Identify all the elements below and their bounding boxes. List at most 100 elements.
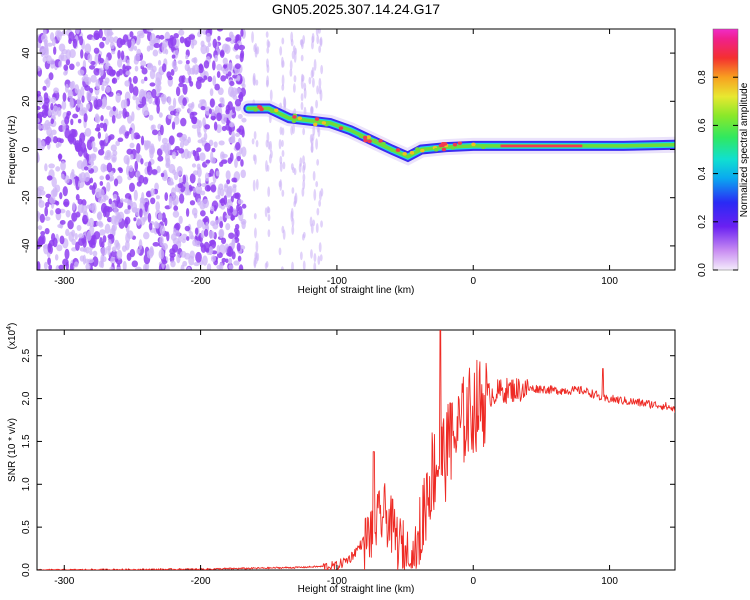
noise-blob [75,175,79,187]
noise-blob [84,43,92,54]
noise-blob [313,253,317,263]
noise-blob [184,225,191,232]
noise-blob [185,207,190,217]
noise-blob [264,262,268,270]
noise-blob [216,63,223,71]
noise-blob [118,167,123,174]
noise-blob [125,240,130,251]
noise-blob [158,249,165,260]
noise-blob [178,29,185,36]
noise-blob [294,47,297,55]
top-x-tick-label: -300 [54,276,74,287]
noise-blob [156,148,163,157]
noise-blob [239,52,244,63]
noise-blob [303,87,307,99]
noise-blob [234,158,238,169]
noise-blob [222,63,228,69]
noise-blob [111,224,117,232]
noise-blob [281,150,285,157]
spectrogram-ridge [240,100,675,166]
noise-blob [177,182,183,189]
noise-blob [216,244,221,255]
noise-blob [52,136,59,144]
noise-blob [71,202,76,211]
top-x-tick-label: -200 [191,276,211,287]
noise-blob [114,215,119,226]
noise-blob [150,197,156,205]
noise-blob [169,252,176,258]
noise-blob [44,136,52,144]
noise-blob [93,47,100,54]
noise-blob [186,236,190,241]
ridge-hotspot [273,108,279,113]
noise-blob [104,132,109,144]
noise-blob [253,257,257,267]
noise-blob [265,31,269,38]
noise-blob [191,65,196,75]
noise-blob [48,163,55,169]
ridge-hotspot [367,139,372,144]
noise-blob [144,111,150,116]
noise-blob [131,111,135,122]
colorbar-label: Normalized spectral amplitude [739,82,750,217]
noise-blob [171,121,176,130]
noise-blob [191,207,198,216]
noise-blob [136,30,144,37]
noise-blob [113,206,118,214]
noise-blob [152,241,160,247]
noise-blob [291,225,295,235]
noise-blob [237,199,244,205]
noise-blob [235,54,240,60]
noise-blob [99,122,105,129]
noise-blob [92,250,98,257]
noise-blob [157,59,162,66]
noise-blob [209,98,215,108]
noise-blob [132,75,138,84]
noise-blob [62,123,66,133]
noise-blob [198,120,202,129]
noise-blob [225,170,231,180]
noise-blob [80,141,86,153]
noise-blob [157,131,162,142]
noise-blob [251,138,255,145]
noise-blob [142,176,149,185]
noise-blob [291,261,294,270]
noise-blob [316,158,320,166]
noise-blob [127,205,131,210]
noise-blob [149,68,156,80]
noise-blob [228,264,234,270]
noise-blob [238,44,246,51]
noise-blob [136,142,141,154]
noise-blob [106,181,111,192]
noise-blob [159,235,164,247]
noise-blob [101,84,105,92]
noise-blob [64,83,69,93]
noise-blob [208,249,214,254]
noise-blob [157,155,164,162]
noise-blob [150,188,155,196]
noise-blob [194,150,200,162]
noise-blob [87,53,93,63]
noise-blob [151,169,158,175]
noise-blob [44,42,48,53]
noise-blob [177,95,184,104]
noise-blob [318,200,322,207]
noise-blob [98,67,104,77]
noise-blob [171,243,179,253]
noise-blob [170,68,175,76]
noise-blob [148,114,154,121]
noise-blob [82,158,88,167]
noise-blob [179,36,185,44]
colorbar-ticks: 0.0 0.2 0.4 0.6 0.8 [697,70,738,277]
noise-blob [112,106,117,112]
noise-blob [146,249,154,259]
noise-blob [195,79,202,90]
noise-blob [117,49,121,60]
ridge-hotspot [395,148,401,152]
top-x-tick-label: 100 [601,276,618,287]
noise-blob [46,42,53,47]
noise-blob [217,35,221,41]
noise-blob [278,138,282,150]
noise-blob [129,142,135,149]
noise-blob [159,225,166,235]
